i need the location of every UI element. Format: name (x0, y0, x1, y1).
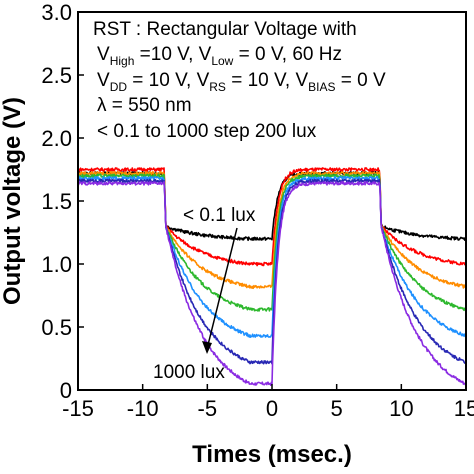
x-tick-label: -15 (62, 396, 94, 421)
y-tick-label: 3.0 (41, 0, 72, 25)
y-tick-label: 0.5 (41, 315, 72, 340)
legend-line-3-part-1: = 10 V, V (127, 70, 210, 91)
x-tick-label: 10 (389, 396, 413, 421)
legend-line-4: λ = 550 nm (97, 95, 192, 116)
legend-line-3: VDD = 10 V, VRS = 10 V, VBIAS = 0 V (97, 70, 386, 94)
legend-dd-subscript: DD (110, 80, 128, 94)
y-tick-label: 0 (60, 378, 72, 403)
legend-line-1: RST : Rectangular Voltage with (93, 19, 357, 40)
series-line-1 (77, 170, 467, 242)
series-line-5 (77, 176, 467, 339)
legend-bias-subscript: BIAS (308, 80, 335, 94)
ticks-layer: -15 -10 -5 0 5 10 15 0 0.5 1.0 1.5 2.0 2.5 3.0 (41, 0, 474, 421)
legend-line-2-v: V (97, 44, 110, 65)
y-tick-label: 2.0 (41, 126, 72, 151)
annotation-arrow (206, 227, 238, 350)
x-tick-label: 5 (331, 396, 343, 421)
series-line-4 (77, 173, 467, 312)
legend-box: RST : Rectangular Voltage with VHigh =10… (93, 19, 386, 142)
y-tick-label: 1.0 (41, 252, 72, 277)
y-tick-label: 2.5 (41, 63, 72, 88)
x-tick-label: -10 (127, 396, 159, 421)
annotation-high-light: 1000 lux (153, 362, 225, 383)
x-tick-label: -5 (198, 396, 218, 421)
legend-line-3-part-2: = 10 V, V (226, 70, 309, 91)
x-tick-label: 15 (454, 396, 474, 421)
annotation-low-light: < 0.1 lux (183, 205, 256, 226)
y-axis-title: Output voltage (V) (0, 97, 26, 305)
series-layer (77, 167, 467, 387)
legend-line-3-part-3: = 0 V (336, 70, 386, 91)
y-tick-label: 1.5 (41, 189, 72, 214)
legend-rs-subscript: RS (209, 80, 226, 94)
legend-line-3-v: V (97, 70, 110, 91)
series-line-2 (77, 167, 467, 267)
x-tick-label: 0 (266, 396, 278, 421)
legend-line-2-part-1: =10 V, V (134, 44, 211, 65)
legend-line-5: < 0.1 to 1000 step 200 lux (97, 121, 317, 142)
legend-line-2: VHigh =10 V, VLow = 0 V, 60 Hz (97, 44, 342, 68)
legend-line-2-part-2: = 0 V, 60 Hz (233, 44, 342, 65)
annotation-arrowhead (202, 341, 212, 354)
legend-low-subscript: Low (211, 54, 233, 68)
x-axis-title: Times (msec.) (192, 441, 352, 468)
legend-high-subscript: High (110, 54, 135, 68)
